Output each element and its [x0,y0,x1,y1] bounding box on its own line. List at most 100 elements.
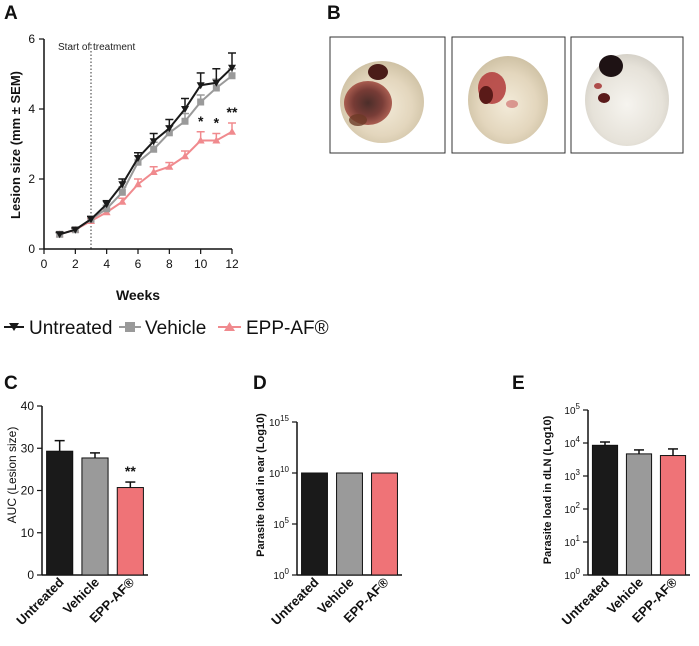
data-point [165,125,174,133]
bar-vehicle [625,453,653,576]
chart-a-ylabel: Lesion size (mm ± SEM) [8,71,23,219]
tick-exponent: 10 [280,465,289,474]
legend-epp-af-label: EPP-AF® [246,318,329,339]
chart-e-ytick-label: 100 [564,567,580,582]
chart-a-xtick-label: 8 [166,257,173,271]
category-label: Untreated [13,574,67,628]
legend-untreated: Untreated [4,318,112,339]
significance-marker: * [214,115,220,131]
legend-vehicle-label: Vehicle [145,318,206,339]
chart-e-ylabel: Parasite load in dLN (Log10) [542,415,554,564]
data-point [181,152,189,160]
chart-d-ytick-label: 105 [273,516,289,531]
data-point [118,197,127,205]
data-point [149,168,158,175]
bar-vehicle [336,472,363,576]
data-point [181,117,189,125]
data-point [165,162,174,170]
chart-d-ytick-label: 1010 [269,465,290,480]
tick-exponent: 5 [285,516,290,525]
tick-exponent: 5 [576,402,581,411]
legend-vehicle: Vehicle [119,318,206,339]
tick-exponent: 4 [576,435,581,444]
data-point [103,205,111,213]
chart-c-ytick-label: 20 [21,484,35,498]
significance-marker: * [198,113,204,129]
chart-a-xtick-label: 4 [103,257,110,271]
data-point [71,226,80,234]
tick-exponent: 15 [280,414,289,423]
photo-epp-af [570,36,684,154]
data-point [134,180,142,188]
tick-exponent: 0 [576,567,581,576]
chart-c-ylabel: AUC (Lesion size) [5,427,19,524]
panel-letter-b: B [327,3,341,24]
data-point [118,188,126,196]
chart-d-ytick-label: 100 [273,567,289,582]
chart-a-xlabel: Weeks [116,287,160,303]
chart-d-ytick-label: 1015 [269,414,290,429]
data-point [181,106,189,113]
chart-c-ytick-label: 10 [21,526,35,540]
data-point [197,98,205,106]
chart-a-ytick-label: 2 [28,172,35,186]
bar-untreated [46,450,74,576]
legend-untreated-label: Untreated [29,318,112,339]
chart-e-ytick-label: 102 [564,501,580,516]
data-point [228,64,236,72]
series-line-untreated [59,66,233,236]
photo-vehicle [451,36,566,154]
chart-c-ytick-label: 30 [21,441,35,455]
bar-untreated [301,472,328,576]
data-point [228,127,236,135]
bar-untreated [591,444,619,576]
data-point [134,155,142,162]
legend-epp-af: EPP-AF® [218,318,329,339]
data-point [149,138,158,146]
data-point [212,84,220,92]
parasite-dln-bar-chart: Parasite load in dLN (Log10) 10010110210… [542,402,690,628]
category-label: Untreated [559,574,613,628]
panel-letter-d: D [253,373,267,394]
lesion-line-chart: Lesion size (mm ± SEM) Weeks Start of tr… [8,32,239,303]
tick-exponent: 3 [576,468,581,477]
panel-letter-a: A [4,3,18,24]
chart-a-xtick-label: 6 [135,257,142,271]
parasite-ear-bar-chart: Parasite load in ear (Log10) 10010510101… [255,413,402,628]
chart-a-ytick-label: 0 [28,242,35,256]
chart-a-xtick-label: 0 [41,257,48,271]
chart-a-xtick-label: 10 [194,257,208,271]
data-point [228,72,236,80]
photo-untreated [329,36,446,154]
chart-e-ytick-label: 104 [564,435,580,450]
data-point [212,79,221,87]
auc-bar-chart: AUC (Lesion size) 010203040UntreatedVehi… [5,399,148,628]
data-point [87,216,95,224]
data-point [196,82,205,90]
chart-e-ytick-label: 103 [564,468,580,483]
panel-letter-e: E [512,373,525,394]
data-point [102,201,111,209]
chart-e-ytick-label: 105 [564,402,580,417]
significance-marker: ** [227,104,238,120]
tick-exponent: 0 [285,567,290,576]
data-point [165,129,173,137]
start-of-treatment-label: Start of treatment [58,42,135,53]
chart-c-ytick-label: 40 [21,399,35,413]
chart-c-ytick-label: 0 [27,568,34,582]
chart-a-xtick-label: 12 [225,257,239,271]
chart-d-ylabel: Parasite load in ear (Log10) [255,413,267,557]
category-label: Untreated [268,574,322,628]
tick-exponent: 1 [576,534,581,543]
chart-a-ytick-label: 4 [28,102,35,116]
data-point [212,136,221,144]
lesion-photographs [329,36,684,154]
series-line-epp [59,130,233,236]
data-point [196,136,205,144]
data-point [118,181,127,189]
tick-exponent: 2 [576,501,581,510]
bar-vehicle [81,457,109,576]
significance-marker: ** [125,463,136,479]
chart-a-xtick-label: 2 [72,257,79,271]
